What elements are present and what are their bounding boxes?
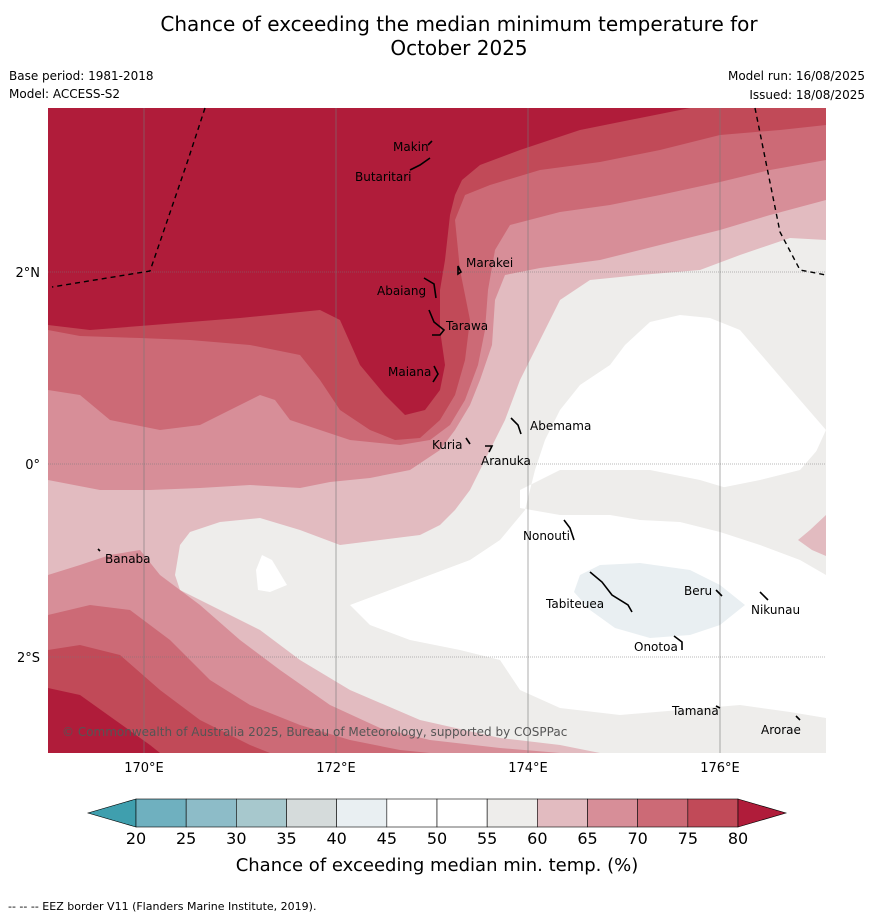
colorbar-under-arrow: [86, 798, 137, 828]
lat-label-2s: 2°S: [17, 651, 40, 666]
island-butaritari: [409, 157, 431, 171]
colorbar-cell-25-30: [185, 798, 237, 828]
island-marakei: [457, 265, 463, 276]
map-figure: Makin Butaritari Marakei Abaiang Tarawa …: [16, 107, 827, 876]
colorbar-tick-50: 50: [427, 829, 447, 848]
colorbar-label: Chance of exceeding median min. temp. (%…: [236, 855, 639, 876]
colorbar-tick-70: 70: [627, 829, 647, 848]
graticule: [48, 108, 826, 753]
copyright-notice: © Commonwealth of Australia 2025, Bureau…: [62, 725, 567, 739]
colorbar-cell-50-55: [436, 798, 488, 828]
colorbar-tick-45: 45: [377, 829, 397, 848]
colorbar-cell-30-35: [236, 798, 287, 828]
colorbar-tick-20: 20: [126, 829, 146, 848]
island-makin: [427, 140, 433, 146]
colorbar-tick-30: 30: [226, 829, 246, 848]
title-line-2: October 2025: [390, 36, 528, 60]
label-butaritari: Butaritari: [355, 170, 412, 184]
colorbar-tick-80: 80: [728, 829, 748, 848]
colorbar-tick-25: 25: [176, 829, 196, 848]
colorbar-cell-20-25: [135, 798, 187, 828]
colorbar-cell-65-70: [587, 798, 638, 828]
island-kuria: [465, 437, 471, 445]
island-tamana: [715, 705, 721, 709]
island-tarawa: [428, 309, 446, 336]
colorbar-cell-45-50: [386, 798, 438, 828]
eez-footnote: -- -- -- EEZ border V11 (Flanders Marine…: [8, 900, 317, 913]
label-onotoa: Onotoa: [634, 640, 678, 654]
model-run: Model run: 16/08/2025: [727, 69, 865, 83]
label-tamana: Tamana: [671, 704, 719, 718]
colorbar-cell-40-45: [336, 798, 388, 828]
colorbar-tick-35: 35: [276, 829, 296, 848]
colorbar-cell-75-80: [687, 798, 739, 828]
band-55-60-east: [716, 440, 826, 550]
colorbar-over-arrow: [737, 798, 788, 828]
label-nonouti: Nonouti: [523, 529, 570, 543]
lon-label-172e: 172°E: [316, 761, 356, 776]
colorbar: 20 25 30 35 40 45 50 55 60 65 70 75 80 Chance of exc…: [86, 798, 788, 876]
lon-label-176e: 176°E: [700, 761, 740, 776]
lat-label-0: 0°: [25, 458, 40, 473]
colorbar-tick-75: 75: [678, 829, 698, 848]
base-period: Base period: 1981-2018: [9, 69, 154, 83]
longitude-labels: 170°E 172°E 174°E 176°E: [124, 761, 740, 776]
title-line-1: Chance of exceeding the median minimum t…: [160, 12, 758, 36]
band-45-50-west: [256, 555, 287, 592]
label-tabiteuea: Tabiteuea: [545, 597, 604, 611]
colorbar-cell-60-65: [537, 798, 588, 828]
island-arorae: [795, 715, 801, 721]
island-tabiteuea: [589, 571, 633, 613]
islands: [97, 140, 801, 721]
label-tarawa: Tarawa: [445, 319, 488, 333]
island-nonouti: [563, 519, 575, 541]
label-marakei: Marakei: [466, 256, 513, 270]
island-nikunau: [759, 591, 769, 601]
colorbar-tick-40: 40: [326, 829, 346, 848]
probability-field: [48, 108, 826, 753]
band-60-65-east: [798, 515, 826, 556]
latitude-labels: 2°N 0° 2°S: [16, 266, 41, 666]
label-nikunau: Nikunau: [751, 603, 800, 617]
colorbar-cell-55-60: [486, 798, 538, 828]
island-beru: [715, 589, 723, 597]
label-aranuka: Aranuka: [481, 454, 531, 468]
label-banaba: Banaba: [105, 552, 151, 566]
lon-label-170e: 170°E: [124, 761, 164, 776]
label-abemama: Abemama: [530, 419, 591, 433]
colorbar-cell-35-40: [286, 798, 337, 828]
band-40-45: [574, 563, 745, 638]
label-kuria: Kuria: [432, 438, 463, 452]
island-aranuka: [485, 445, 494, 453]
island-onotoa: [673, 635, 683, 650]
map-title: Chance of exceeding the median minimum t…: [0, 12, 873, 60]
eez-border-east: [754, 107, 827, 276]
island-abaiang: [423, 277, 437, 299]
colorbar-cell-70-75: [637, 798, 689, 828]
label-beru: Beru: [684, 584, 712, 598]
colorbar-tick-60: 60: [527, 829, 547, 848]
island-abemama: [510, 417, 522, 435]
label-abaiang: Abaiang: [377, 284, 426, 298]
eez-border: [51, 107, 827, 288]
lat-label-2n: 2°N: [16, 266, 41, 281]
colorbar-tick-55: 55: [477, 829, 497, 848]
label-arorae: Arorae: [761, 723, 801, 737]
island-banaba: [97, 548, 101, 552]
eez-border-west: [51, 107, 206, 288]
band-above-80: [48, 108, 690, 753]
colorbar-tick-65: 65: [577, 829, 597, 848]
lon-label-174e: 174°E: [508, 761, 548, 776]
island-maiana: [432, 365, 439, 383]
place-labels: Makin Butaritari Marakei Abaiang Tarawa …: [105, 140, 801, 737]
label-maiana: Maiana: [388, 365, 431, 379]
label-makin: Makin: [393, 140, 429, 154]
issued-date: Issued: 18/08/2025: [749, 88, 865, 102]
model-name: Model: ACCESS-S2: [9, 87, 121, 101]
